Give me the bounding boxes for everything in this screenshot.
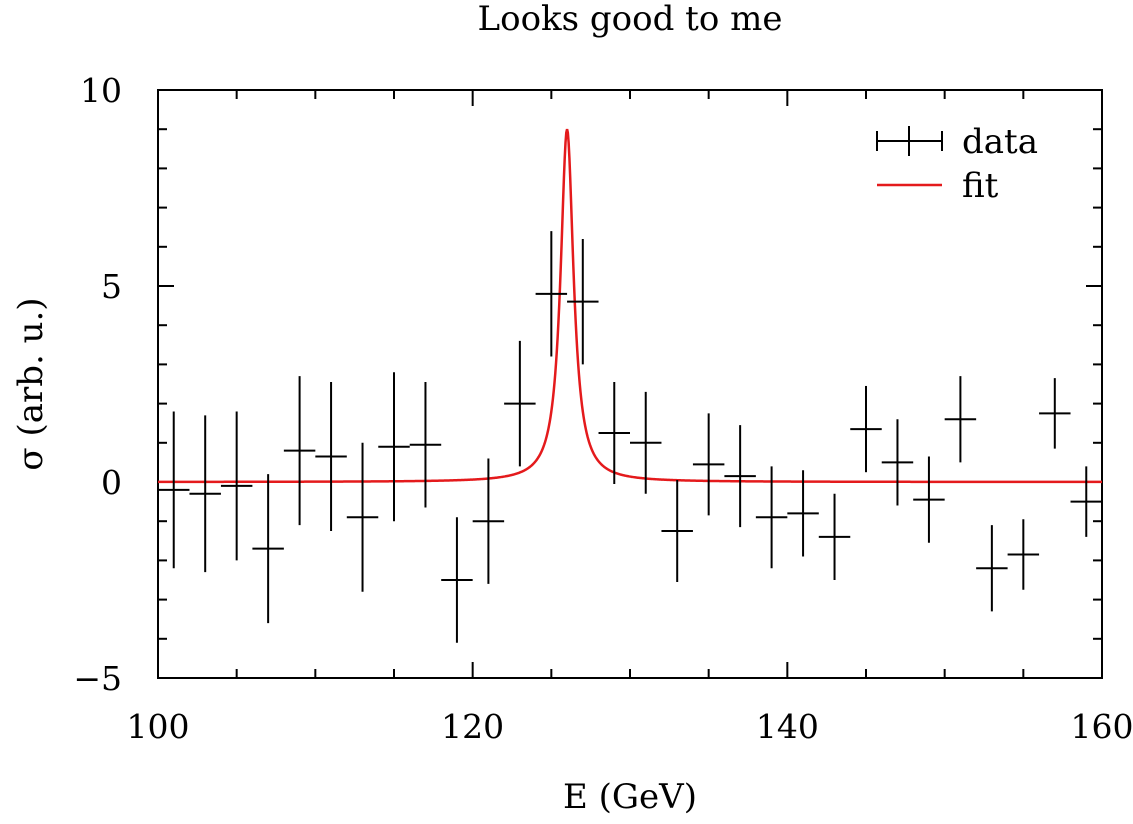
data-point — [1070, 466, 1102, 537]
x-tick-labels: 100 120 140 160 — [127, 707, 1133, 746]
fit-series — [158, 128, 1102, 484]
data-point — [976, 525, 1008, 612]
data-point — [567, 238, 599, 365]
data-point — [850, 385, 882, 473]
y-tick-label: 0 — [101, 463, 122, 502]
data-point — [315, 382, 347, 531]
data-point — [1039, 378, 1071, 449]
data-point — [818, 493, 851, 580]
data-point — [346, 442, 379, 592]
y-tick-label: −5 — [73, 659, 122, 698]
data-point — [283, 376, 316, 526]
x-tick-label: 140 — [756, 707, 819, 746]
chart-title: Looks good to me — [478, 0, 783, 39]
data-point — [661, 480, 693, 582]
legend-data-marker — [876, 126, 943, 156]
x-axis-label: E (GeV) — [563, 777, 697, 817]
data-point — [881, 419, 914, 506]
y-tick-label: 5 — [101, 267, 122, 306]
data-point — [252, 474, 284, 624]
data-point — [441, 517, 473, 643]
y-tick-labels: −5 0 5 10 — [73, 71, 122, 698]
x-tick-label: 160 — [1071, 707, 1133, 746]
x-tick-label: 100 — [127, 707, 190, 746]
legend: data fit — [876, 122, 1038, 206]
data-point — [535, 231, 568, 357]
legend-data-label: data — [962, 122, 1038, 162]
data-point — [220, 411, 253, 561]
data-point — [755, 466, 788, 569]
data-point — [189, 415, 221, 573]
y-axis-label: σ (arb. u.) — [11, 297, 51, 470]
data-point — [787, 470, 819, 557]
data-series — [158, 231, 1102, 643]
data-point — [724, 425, 756, 528]
y-tick-label: 10 — [80, 71, 122, 110]
data-point — [158, 411, 190, 569]
fit-curve — [158, 128, 1102, 484]
data-point — [504, 340, 536, 467]
data-point — [913, 456, 945, 543]
data-point — [598, 382, 630, 484]
data-point — [692, 413, 725, 516]
data-point — [378, 372, 410, 522]
data-point — [409, 382, 442, 508]
data-point — [472, 458, 505, 584]
data-point — [944, 376, 977, 463]
data-point — [1007, 519, 1040, 590]
data-point — [630, 391, 662, 494]
plot-area — [157, 89, 1103, 679]
legend-fit-label: fit — [962, 166, 999, 206]
x-tick-label: 120 — [441, 707, 504, 746]
